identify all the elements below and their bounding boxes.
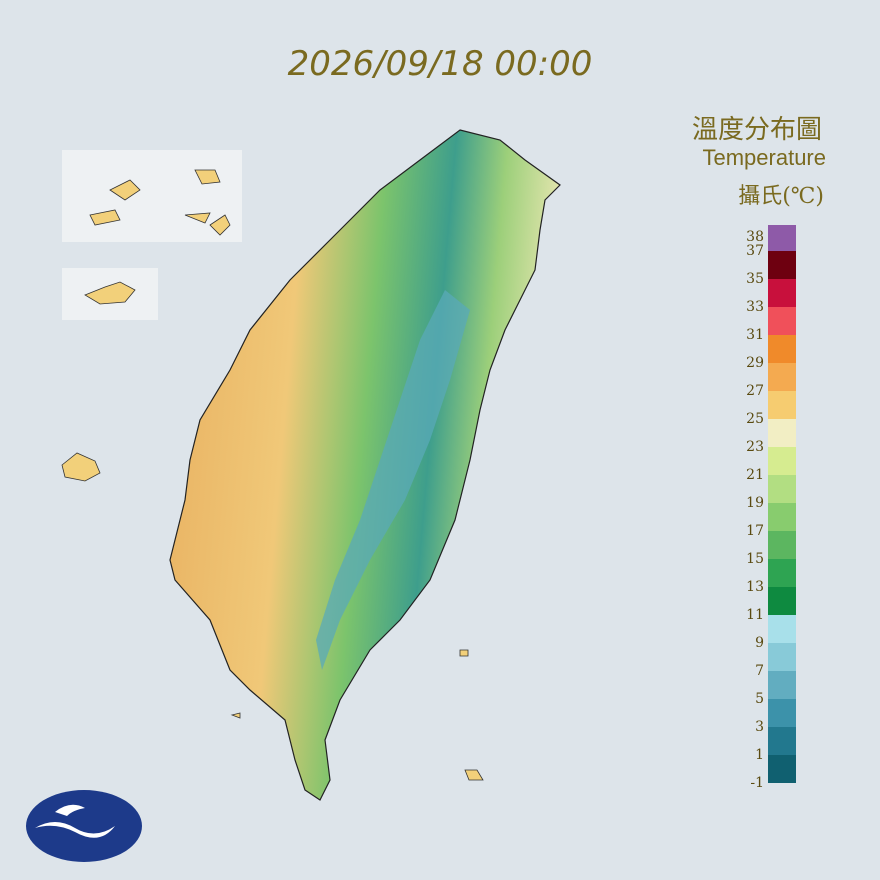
legend-swatch	[768, 559, 796, 587]
taiwan-land	[169, 129, 561, 801]
legend-tick-label: 9	[755, 635, 764, 651]
legend-swatch	[768, 475, 796, 503]
legend-swatch	[768, 307, 796, 335]
legend-swatch	[768, 447, 796, 475]
legend-swatch	[768, 225, 796, 251]
legend-tick-label: 3	[755, 719, 764, 735]
legend-tick-label: 27	[746, 383, 764, 399]
legend-swatch	[768, 643, 796, 671]
legend-tick-label: 17	[746, 523, 764, 539]
legend-swatch	[768, 391, 796, 419]
legend-swatch	[768, 727, 796, 755]
legend-tick-label: 13	[746, 579, 764, 595]
legend-swatch	[768, 671, 796, 699]
legend-swatch	[768, 279, 796, 307]
legend-swatch	[768, 419, 796, 447]
legend-subtitle: Temperature	[702, 145, 826, 170]
legend-swatch	[768, 363, 796, 391]
legend-swatch	[768, 531, 796, 559]
legend-title: 溫度分布圖	[692, 115, 822, 145]
legend-tick-label: 7	[755, 663, 764, 679]
logo	[26, 790, 142, 862]
legend-tick-label: 11	[746, 607, 764, 623]
legend-tick-label: 29	[746, 355, 764, 371]
inset-islands	[61, 150, 484, 781]
legend-swatch	[768, 615, 796, 643]
legend-tick-label: 31	[746, 327, 764, 343]
island	[84, 169, 231, 305]
mountain-range	[316, 290, 470, 670]
legend-tick-label: 35	[746, 271, 764, 287]
legend-swatch	[768, 755, 796, 783]
legend-swatch	[768, 251, 796, 279]
legend-tick-label: -1	[750, 775, 764, 791]
legend-swatch	[768, 503, 796, 531]
island	[61, 452, 484, 781]
legend-swatch	[768, 587, 796, 615]
legend-tick-label: 21	[746, 467, 764, 483]
timestamp: 2026/09/18 00:00	[288, 44, 593, 84]
legend-swatch	[768, 335, 796, 363]
legend-tick-label: 5	[755, 691, 764, 707]
legend-swatch	[768, 699, 796, 727]
legend-tick-label: 19	[746, 495, 764, 511]
logo-ellipse	[26, 790, 142, 862]
legend-tick-label: 38	[746, 229, 764, 245]
legend-tick-label: 15	[746, 551, 764, 567]
legend-tick-label: 33	[746, 299, 764, 315]
legend-tick-label: 23	[746, 439, 764, 455]
legend-unit: 攝氏(℃)	[738, 184, 824, 209]
legend-tick-label: 1	[755, 747, 764, 763]
logo-wave	[35, 804, 115, 838]
legend-tick-label: 25	[746, 411, 764, 427]
legend-tick-label: 37	[746, 243, 764, 259]
